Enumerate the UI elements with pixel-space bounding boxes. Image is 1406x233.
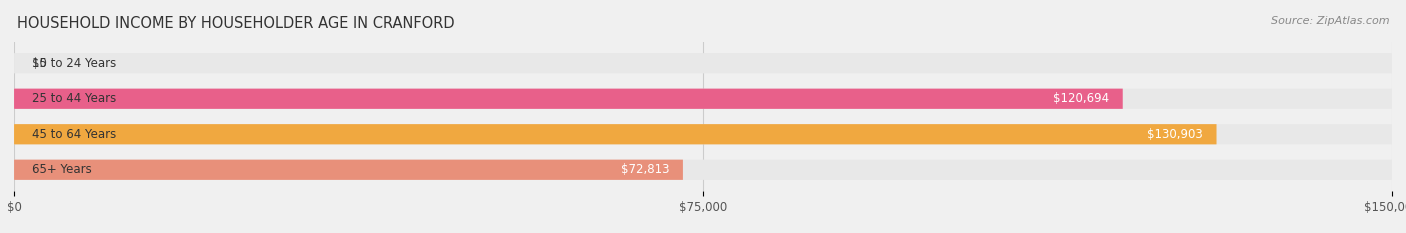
Text: $130,903: $130,903 [1147,128,1202,141]
Text: 45 to 64 Years: 45 to 64 Years [32,128,117,141]
Text: $0: $0 [32,57,48,70]
Text: 65+ Years: 65+ Years [32,163,93,176]
Text: Source: ZipAtlas.com: Source: ZipAtlas.com [1271,16,1389,26]
FancyBboxPatch shape [14,89,1392,109]
FancyBboxPatch shape [14,53,1392,73]
Text: $72,813: $72,813 [620,163,669,176]
Text: 15 to 24 Years: 15 to 24 Years [32,57,117,70]
FancyBboxPatch shape [14,124,1216,144]
Text: $120,694: $120,694 [1053,92,1109,105]
FancyBboxPatch shape [14,160,683,180]
FancyBboxPatch shape [14,124,1392,144]
Text: 25 to 44 Years: 25 to 44 Years [32,92,117,105]
FancyBboxPatch shape [14,160,1392,180]
FancyBboxPatch shape [14,89,1123,109]
Text: HOUSEHOLD INCOME BY HOUSEHOLDER AGE IN CRANFORD: HOUSEHOLD INCOME BY HOUSEHOLDER AGE IN C… [17,16,454,31]
